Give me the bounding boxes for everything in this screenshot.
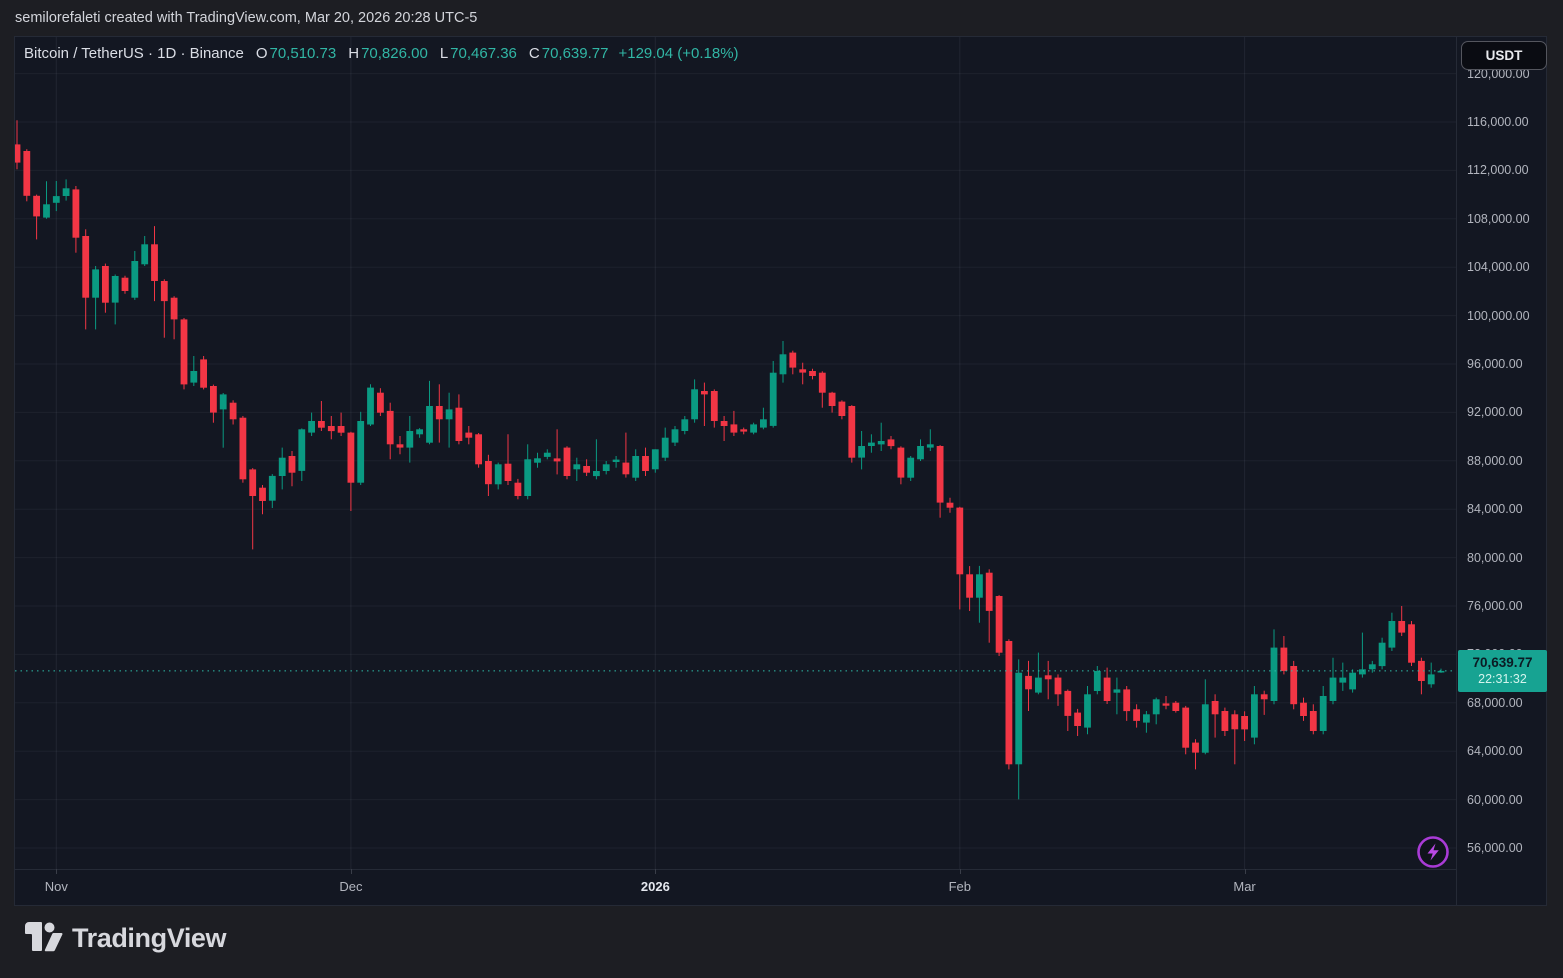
close-value: 70,639.77	[541, 45, 609, 62]
candlestick-chart[interactable]	[15, 37, 1456, 869]
time-axis-label: 2026	[640, 879, 670, 894]
lightning-icon	[1417, 836, 1449, 868]
low-label: L	[439, 45, 449, 62]
tradingview-logo-icon	[25, 922, 63, 952]
time-axis-label: Feb	[948, 879, 971, 894]
close-label: C	[528, 45, 540, 62]
time-axis-tick	[350, 869, 352, 874]
high-label: H	[348, 45, 360, 62]
price-axis-label: 68,000.00	[1467, 695, 1523, 710]
price-axis-label: 120,000.00	[1467, 66, 1530, 81]
time-axis-label: Nov	[44, 879, 68, 894]
open-label: O	[255, 45, 268, 62]
last-price-value: 70,639.77	[1472, 654, 1533, 670]
currency-toggle-button[interactable]: USDT	[1461, 41, 1547, 70]
time-axis-tick	[1244, 869, 1246, 874]
time-axis-label: Dec	[339, 879, 363, 894]
tradingview-logo-text: TradingView	[72, 922, 227, 953]
time-axis[interactable]: Nov Dec 2026 Feb Mar	[15, 869, 1456, 906]
price-axis-label: 104,000.00	[1467, 260, 1530, 275]
axis-separator-horizontal	[15, 869, 1456, 870]
price-axis-label: 64,000.00	[1467, 744, 1523, 759]
price-axis-label: 116,000.00	[1467, 115, 1529, 129]
time-axis-tick	[655, 869, 657, 874]
price-axis-label: 100,000.00	[1467, 308, 1530, 323]
tradingview-logo[interactable]: TradingView	[22, 920, 227, 956]
price-axis-label: 108,000.00	[1467, 211, 1530, 226]
price-axis-label: 80,000.00	[1467, 550, 1523, 565]
attribution-bar: semilorefaleti created with TradingView.…	[0, 0, 1563, 36]
symbol-title[interactable]: Bitcoin / TetherUS · 1D · Binance	[24, 45, 244, 62]
attribution-text: semilorefaleti created with TradingView.…	[15, 10, 478, 26]
low-value: 70,467.36	[450, 45, 517, 62]
price-axis-label: 112,000.00	[1467, 163, 1529, 178]
footer: TradingView	[0, 906, 1563, 978]
price-axis-label: 60,000.00	[1467, 792, 1523, 807]
time-axis-label: Mar	[1233, 879, 1256, 894]
price-axis-label: 56,000.00	[1467, 841, 1523, 855]
price-axis-label: 76,000.00	[1467, 599, 1523, 613]
symbol-header[interactable]: Bitcoin / TetherUS · 1D · Binance O 70,510…	[24, 45, 739, 62]
chart-panel: Bitcoin / TetherUS · 1D · Binance O 70,510…	[14, 36, 1547, 906]
axis-separator-vertical	[1456, 37, 1457, 905]
price-axis-label: 84,000.00	[1467, 502, 1523, 517]
time-axis-tick	[56, 869, 58, 874]
candle-countdown: 22:31:32	[1478, 671, 1527, 686]
change-value: +129.04 (+0.18%)	[618, 45, 739, 62]
last-price-badge: 70,639.77 22:31:32	[1458, 649, 1547, 692]
price-axis-label: 92,000.00	[1467, 405, 1523, 420]
time-axis-tick	[959, 869, 961, 874]
high-value: 70,826.00	[361, 45, 428, 62]
price-axis-label: 96,000.00	[1467, 357, 1523, 371]
price-axis-label: 88,000.00	[1467, 453, 1523, 468]
flash-icon-button[interactable]	[1416, 835, 1450, 869]
open-value: 70,510.73	[269, 45, 337, 62]
price-axis[interactable]: 120,000.00 116,000.00 112,000.00 108,000.00…	[1457, 37, 1547, 869]
